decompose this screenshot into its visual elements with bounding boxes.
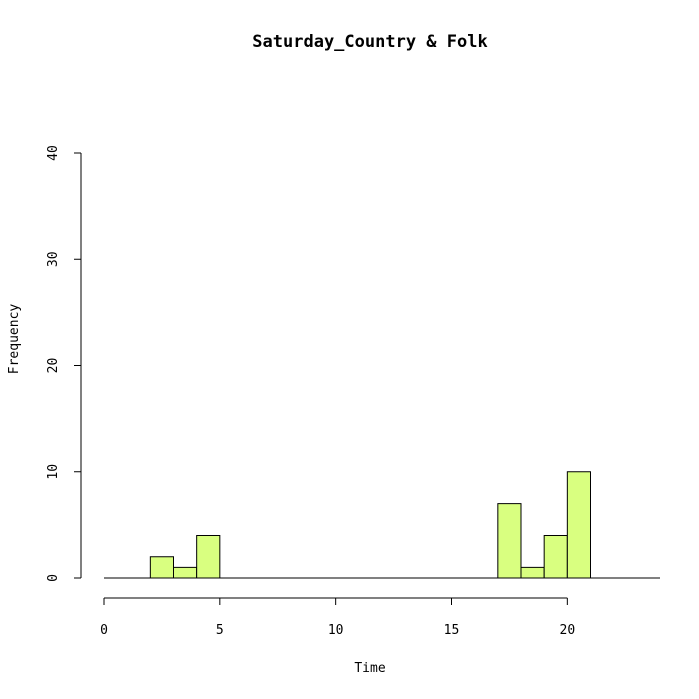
histogram-bar-19-20 — [543, 535, 568, 579]
y-tick-label: 30 — [46, 251, 61, 267]
histogram-bar-3-4 — [173, 566, 198, 579]
histogram-bar-2-3 — [149, 556, 174, 579]
histogram-bar-17-18 — [497, 503, 522, 579]
histogram-bar-18-19 — [520, 566, 545, 579]
chart-title: Saturday_Country & Folk — [252, 32, 487, 52]
y-axis: 0 10 20 30 40 — [46, 145, 82, 582]
bars-layer — [149, 471, 591, 579]
y-tick-label: 40 — [46, 145, 61, 161]
x-tick-label: 5 — [216, 623, 224, 638]
histogram-bar-20-21 — [566, 471, 591, 579]
y-tick-label: 10 — [46, 464, 61, 480]
y-axis-label: Frequency — [7, 304, 22, 375]
y-tick-label: 0 — [46, 574, 61, 582]
histogram-bar-4-5 — [196, 535, 221, 579]
x-axis: 0 5 10 15 20 — [100, 597, 576, 638]
x-tick-label: 10 — [328, 623, 344, 638]
x-tick-label: 0 — [100, 623, 108, 638]
y-tick-label: 20 — [46, 358, 61, 374]
x-tick-label: 20 — [560, 623, 576, 638]
x-axis-label: Time — [354, 661, 385, 676]
x-tick-label: 15 — [444, 623, 460, 638]
